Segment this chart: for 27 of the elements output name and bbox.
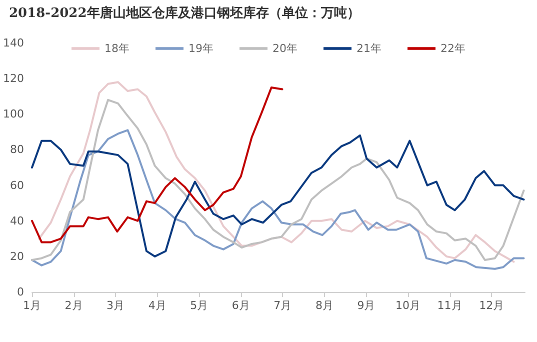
x-tick-label: 11月 — [437, 299, 462, 312]
x-tick-label: 4月 — [148, 299, 166, 312]
y-tick-label: 120 — [3, 72, 24, 86]
y-tick-label: 0 — [17, 286, 24, 298]
y-tick-label: 80 — [10, 143, 24, 156]
legend-label: 19年 — [188, 42, 214, 55]
legend-label: 20年 — [272, 42, 298, 55]
x-tick-label: 8月 — [315, 299, 334, 312]
x-tick-label: 2月 — [64, 299, 83, 312]
y-tick-label: 100 — [3, 108, 24, 121]
x-tick-label: 10月 — [396, 299, 421, 312]
y-tick-label: 60 — [10, 178, 24, 192]
y-tick-label: 140 — [3, 36, 24, 50]
x-tick-label: 1月 — [23, 299, 41, 312]
legend-label: 21年 — [356, 42, 382, 55]
x-tick-label: 6月 — [232, 299, 250, 312]
y-tick-label: 20 — [10, 250, 24, 263]
x-tick-label: 7月 — [274, 299, 292, 312]
x-tick-label: 12月 — [479, 299, 504, 312]
x-tick-label: 5月 — [190, 299, 208, 312]
y-tick-label: 40 — [10, 214, 24, 228]
legend-label: 18年 — [104, 42, 130, 55]
x-tick-label: 9月 — [357, 299, 376, 312]
chart-title: 2018-2022年唐山地区仓库及港口钢坯库存（单位：万吨） — [9, 5, 360, 21]
line-series — [31, 86, 284, 244]
legend-label: 22年 — [440, 42, 466, 55]
x-tick-label: 3月 — [106, 299, 125, 312]
